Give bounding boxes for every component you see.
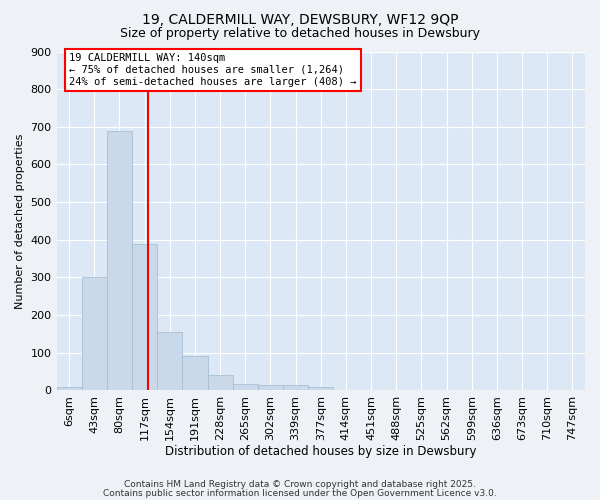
Text: Contains public sector information licensed under the Open Government Licence v3: Contains public sector information licen… xyxy=(103,488,497,498)
Bar xyxy=(56,388,82,390)
Bar xyxy=(308,386,334,390)
Bar xyxy=(157,332,182,390)
Text: Contains HM Land Registry data © Crown copyright and database right 2025.: Contains HM Land Registry data © Crown c… xyxy=(124,480,476,489)
Text: 19, CALDERMILL WAY, DEWSBURY, WF12 9QP: 19, CALDERMILL WAY, DEWSBURY, WF12 9QP xyxy=(142,12,458,26)
Bar xyxy=(258,386,283,390)
Bar xyxy=(107,130,132,390)
Y-axis label: Number of detached properties: Number of detached properties xyxy=(15,133,25,308)
Bar xyxy=(283,386,308,390)
Text: 19 CALDERMILL WAY: 140sqm
← 75% of detached houses are smaller (1,264)
24% of se: 19 CALDERMILL WAY: 140sqm ← 75% of detac… xyxy=(69,54,356,86)
Bar xyxy=(233,384,258,390)
X-axis label: Distribution of detached houses by size in Dewsbury: Distribution of detached houses by size … xyxy=(165,444,476,458)
Bar xyxy=(82,278,107,390)
Bar xyxy=(182,356,208,390)
Bar xyxy=(208,376,233,390)
Text: Size of property relative to detached houses in Dewsbury: Size of property relative to detached ho… xyxy=(120,28,480,40)
Bar xyxy=(132,244,157,390)
